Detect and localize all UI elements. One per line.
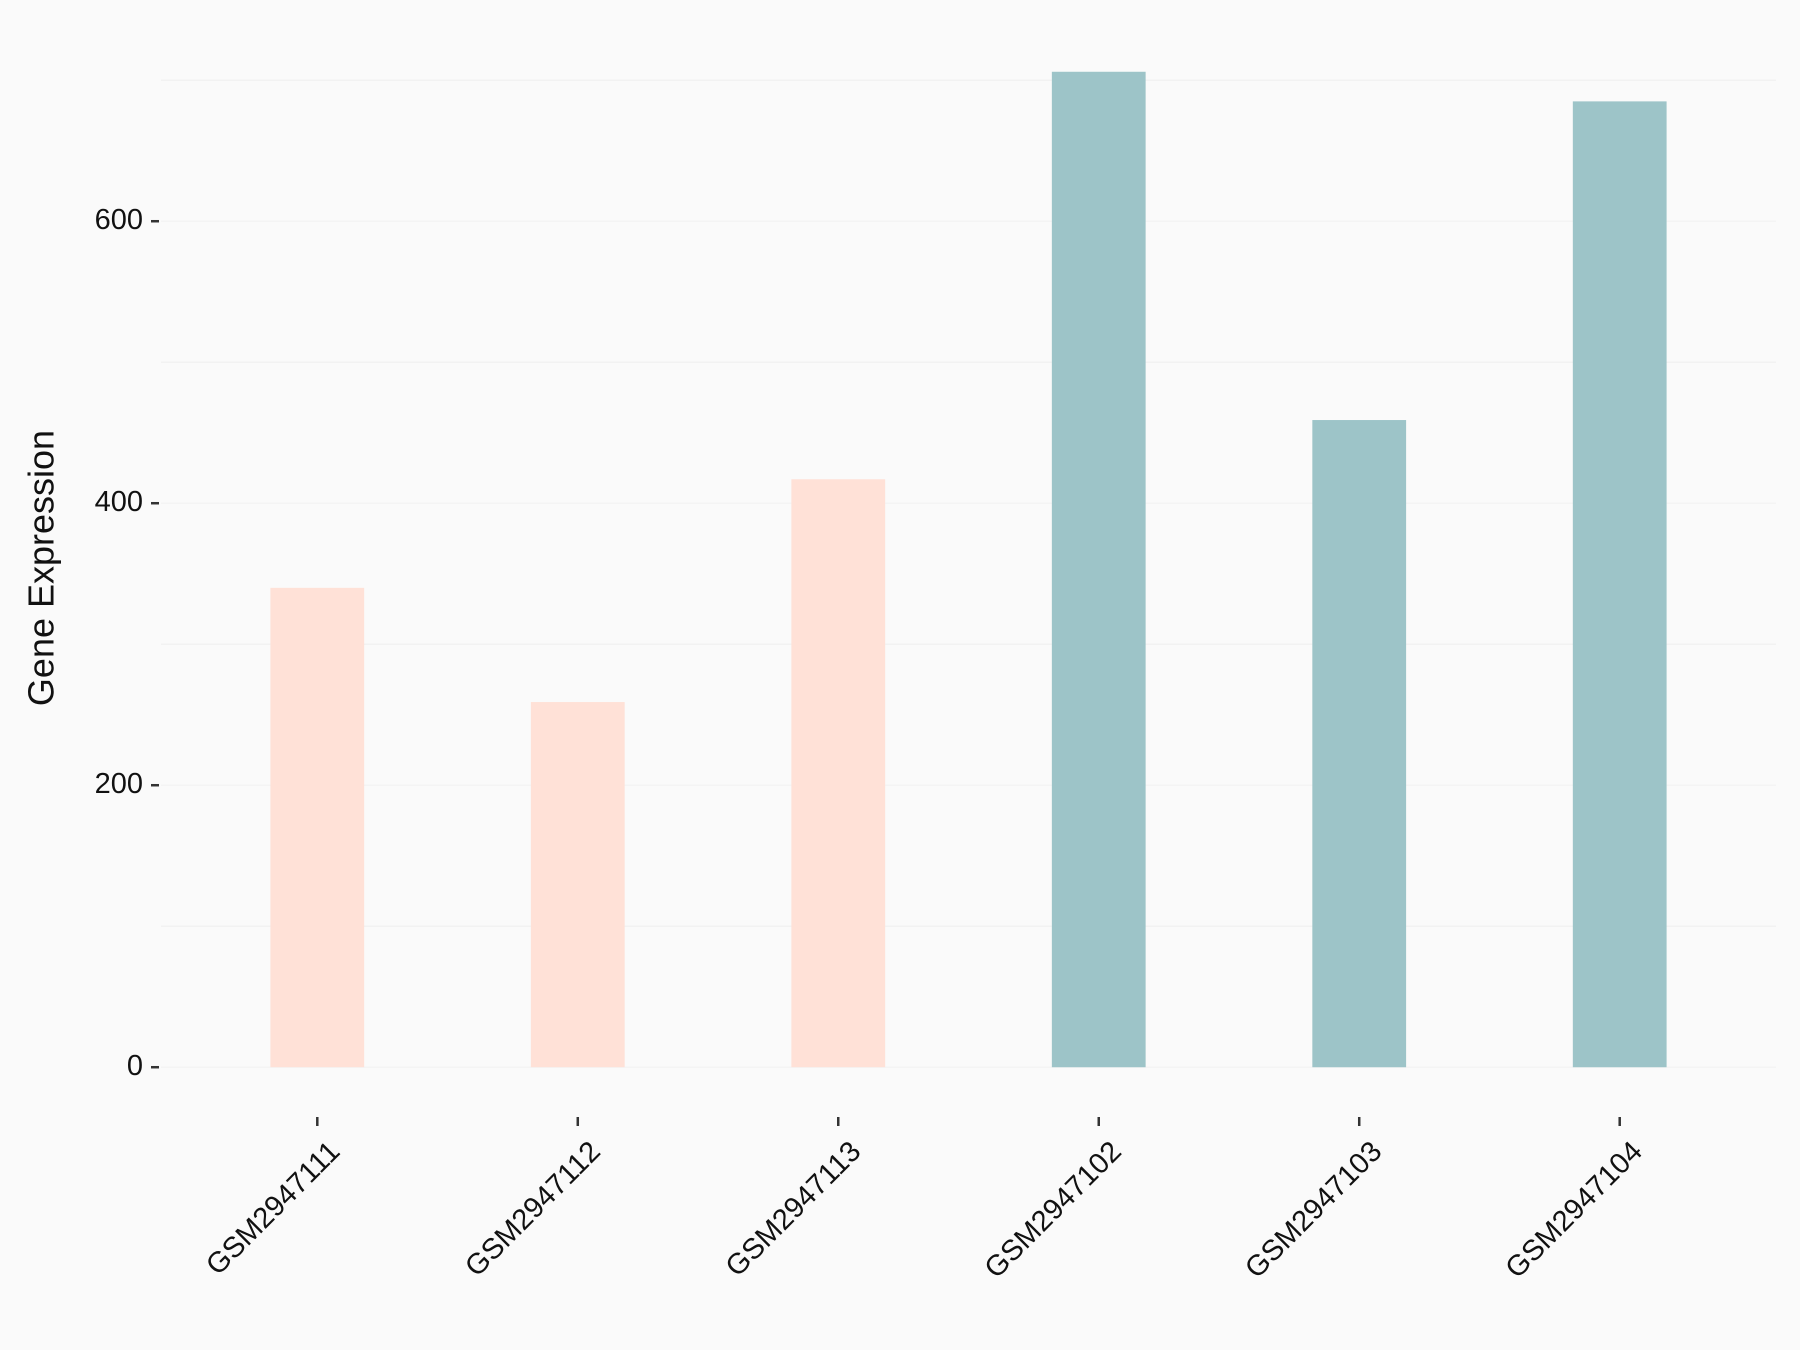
bar xyxy=(791,479,886,1068)
y-tick-label: 200 xyxy=(95,768,143,800)
y-tick-label: 600 xyxy=(95,204,143,236)
bar xyxy=(530,702,625,1068)
bar xyxy=(270,587,365,1068)
y-tick-label: 400 xyxy=(95,486,143,518)
bar xyxy=(1051,71,1146,1068)
y-tick-label: 0 xyxy=(127,1050,143,1082)
y-axis-title: Gene Expression xyxy=(21,430,62,706)
bar xyxy=(1572,101,1667,1068)
bar xyxy=(1312,420,1407,1068)
